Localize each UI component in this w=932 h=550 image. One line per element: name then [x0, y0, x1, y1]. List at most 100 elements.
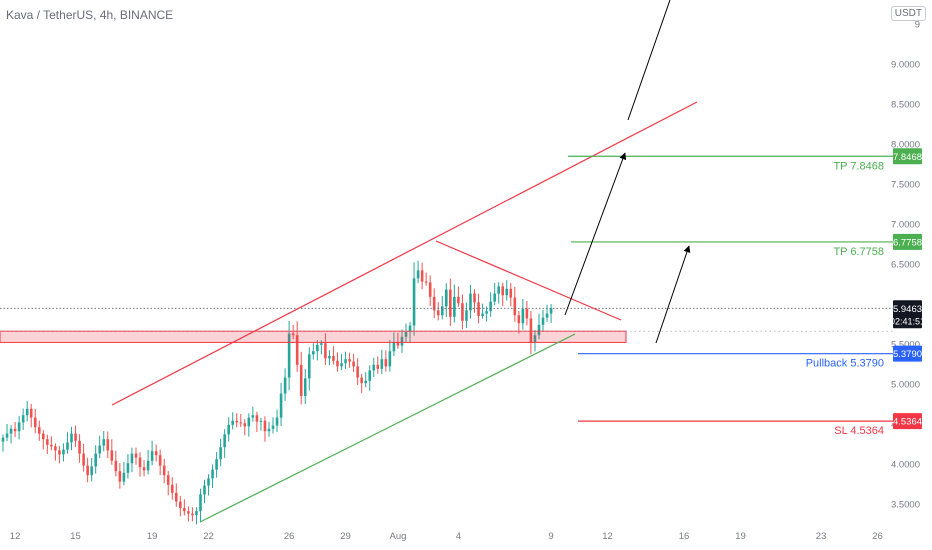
price-axis[interactable]: 3.50004.00004.50005.00005.50006.50007.00…	[891, 20, 920, 511]
candle-body	[424, 281, 428, 283]
candle-body	[247, 417, 251, 427]
candle-body	[37, 427, 41, 434]
candle-body	[541, 317, 545, 325]
candle-body	[283, 377, 287, 394]
candle-body	[549, 308, 553, 314]
candle-body	[106, 439, 110, 451]
candle-body	[279, 393, 283, 418]
x-tick-label: 19	[147, 531, 158, 542]
x-tick-label: 23	[816, 531, 827, 542]
time-axis[interactable]: 12 15 19 22 26 29 Aug 4 9 12 16 19 23 26	[10, 531, 883, 542]
candle-body	[469, 293, 472, 311]
level-labels: TP 7.8468 7.8468 TP 6.7758 6.7758 Pullback 5…	[806, 148, 925, 437]
level-label: SL 4.5364	[834, 425, 884, 437]
candle-body	[416, 270, 420, 279]
candle-body	[336, 360, 339, 367]
y-tick-label: 5.5000	[891, 340, 920, 351]
candle-body	[74, 433, 77, 441]
candle-body	[174, 492, 178, 502]
candle-body	[376, 364, 380, 369]
candle-body	[255, 415, 259, 422]
candle-body	[412, 278, 416, 326]
candle-body	[344, 359, 347, 364]
candle-body	[263, 420, 267, 432]
countdown-text: 02:41:51	[890, 316, 925, 326]
candle-body	[360, 377, 363, 384]
candle-body	[303, 378, 307, 396]
x-tick-label: 12	[10, 531, 21, 542]
candle-body	[449, 289, 452, 317]
support-zone	[0, 330, 627, 343]
level-price-tag-text: 6.7758	[893, 237, 922, 248]
candle-body	[445, 289, 448, 307]
candle-body	[461, 303, 464, 321]
y-tick-label: 9.0000	[891, 60, 920, 71]
candle-body	[183, 508, 186, 512]
y-tick-label: 8.5000	[891, 100, 920, 111]
candle-body	[58, 450, 61, 455]
candle-body	[150, 451, 154, 461]
level-label: TP 6.7758	[833, 246, 884, 258]
x-tick-label: Aug	[389, 531, 406, 542]
candle-body	[33, 417, 37, 428]
currency-badge[interactable]: USDT	[890, 6, 926, 21]
candle-body	[501, 286, 505, 296]
candle-body	[275, 417, 279, 426]
candle-body	[332, 356, 335, 361]
y-tick-label: 3.5000	[891, 500, 920, 511]
candle-body	[291, 333, 295, 336]
candle-body	[440, 306, 444, 316]
candle-body	[509, 288, 513, 298]
candle-body	[465, 310, 468, 321]
candle-body	[267, 428, 271, 432]
candle-body	[404, 332, 408, 337]
candle-body	[400, 336, 404, 346]
candle-body	[348, 359, 351, 362]
triangle-resistance-line	[435, 240, 622, 321]
level-price-tag-text: 7.8468	[893, 152, 922, 163]
y-tick-label: 5.0000	[891, 380, 920, 391]
candle-body	[146, 460, 150, 471]
candle-body	[179, 501, 182, 508]
candle-body	[453, 296, 456, 317]
trend-drawings	[0, 0, 893, 523]
candle-body	[525, 308, 529, 319]
candle-body	[94, 453, 97, 467]
x-tick-label: 26	[284, 531, 295, 542]
candle-body	[211, 469, 214, 479]
y-tick-label: 9	[915, 20, 920, 31]
x-tick-label: 22	[203, 531, 214, 542]
x-tick-label: 29	[340, 531, 351, 542]
y-tick-label: 7.0000	[891, 220, 920, 231]
candle-body	[513, 297, 517, 316]
candle-body	[54, 446, 57, 451]
candle-body	[473, 293, 476, 303]
candle-body	[328, 356, 331, 359]
candle-body	[356, 366, 359, 378]
candle-body	[533, 335, 537, 343]
candle-body	[497, 286, 500, 294]
x-tick-label: 4	[456, 531, 461, 542]
candle-body	[118, 471, 122, 482]
level-price-tag	[893, 233, 922, 250]
candle-body	[436, 310, 440, 316]
candle-body	[408, 325, 412, 332]
candle-body	[396, 342, 400, 346]
arrow-to-tp2	[564, 152, 627, 316]
candle-body	[122, 472, 126, 482]
x-tick-label: 19	[735, 531, 746, 542]
x-tick-label: 15	[70, 531, 81, 542]
candle-body	[307, 354, 311, 379]
level-price-tag	[893, 413, 922, 430]
y-tick-label: 6.5000	[891, 260, 920, 271]
candle-body	[517, 315, 521, 324]
current-price-tag	[893, 300, 922, 329]
candle-body	[5, 433, 9, 438]
candle-body	[392, 342, 396, 352]
current-price-text: 5.9463	[893, 304, 922, 315]
candle-body	[17, 422, 21, 432]
candle-body	[219, 447, 222, 460]
candle-body	[162, 465, 166, 476]
level-price-tag	[893, 345, 922, 362]
